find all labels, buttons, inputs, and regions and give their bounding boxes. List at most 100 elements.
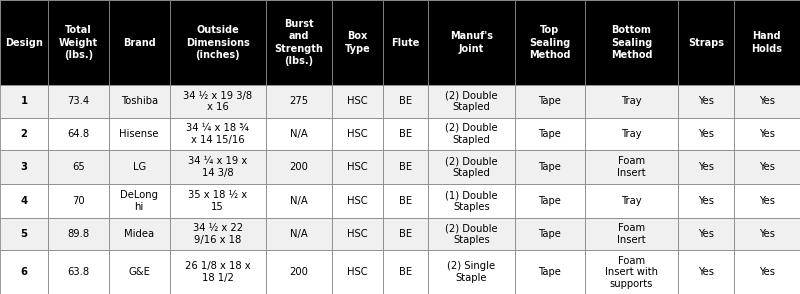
Bar [515, 250, 585, 294]
Bar [170, 218, 266, 250]
Text: Brand: Brand [123, 38, 155, 48]
Bar [678, 150, 734, 184]
Text: Toshiba: Toshiba [121, 96, 158, 106]
Text: Burst
and
Strength
(lbs.): Burst and Strength (lbs.) [274, 19, 323, 66]
Bar [48, 250, 109, 294]
Bar [585, 250, 678, 294]
Bar [266, 118, 332, 150]
Text: (2) Double
Stapled: (2) Double Stapled [445, 91, 498, 112]
Text: Yes: Yes [698, 196, 714, 206]
Text: HSC: HSC [347, 196, 368, 206]
Bar [332, 85, 383, 118]
Bar [0, 250, 48, 294]
Bar [678, 218, 734, 250]
Text: N/A: N/A [290, 229, 307, 239]
Text: Yes: Yes [698, 267, 714, 277]
Text: HSC: HSC [347, 162, 368, 172]
Text: 63.8: 63.8 [67, 267, 90, 277]
Bar [585, 150, 678, 184]
Bar [266, 85, 332, 118]
Bar [678, 118, 734, 150]
Bar [428, 218, 515, 250]
Text: Tray: Tray [621, 96, 642, 106]
Text: HSC: HSC [347, 129, 368, 139]
Text: 275: 275 [289, 96, 308, 106]
Text: Yes: Yes [698, 129, 714, 139]
Bar [428, 184, 515, 218]
Text: 3: 3 [21, 162, 27, 172]
Text: HSC: HSC [347, 267, 368, 277]
Bar [734, 184, 800, 218]
Text: 35 x 18 ½ x
15: 35 x 18 ½ x 15 [188, 190, 247, 212]
Bar [428, 250, 515, 294]
Text: Tape: Tape [538, 229, 562, 239]
Bar [170, 85, 266, 118]
Bar [0, 184, 48, 218]
Text: Yes: Yes [759, 129, 775, 139]
Text: Tape: Tape [538, 129, 562, 139]
Text: Yes: Yes [698, 229, 714, 239]
Text: LG: LG [133, 162, 146, 172]
Bar [585, 118, 678, 150]
Bar [734, 85, 800, 118]
Bar [109, 150, 170, 184]
Bar [678, 184, 734, 218]
Bar [515, 85, 585, 118]
Text: 73.4: 73.4 [67, 96, 90, 106]
Bar [383, 0, 428, 85]
Bar [109, 118, 170, 150]
Bar [109, 250, 170, 294]
Text: 5: 5 [21, 229, 27, 239]
Text: Tape: Tape [538, 267, 562, 277]
Bar [109, 184, 170, 218]
Bar [48, 150, 109, 184]
Text: 4: 4 [21, 196, 27, 206]
Text: Foam
Insert with
supports: Foam Insert with supports [605, 255, 658, 289]
Bar [332, 218, 383, 250]
Text: (1) Double
Staples: (1) Double Staples [445, 190, 498, 212]
Bar [383, 184, 428, 218]
Bar [48, 0, 109, 85]
Text: 89.8: 89.8 [67, 229, 90, 239]
Text: Hand
Holds: Hand Holds [751, 31, 782, 54]
Text: BE: BE [398, 96, 412, 106]
Text: Manuf's
Joint: Manuf's Joint [450, 31, 493, 54]
Bar [585, 184, 678, 218]
Text: BE: BE [398, 129, 412, 139]
Bar [48, 118, 109, 150]
Text: 34 ¼ x 18 ¾
x 14 15/16: 34 ¼ x 18 ¾ x 14 15/16 [186, 123, 249, 145]
Text: Tape: Tape [538, 196, 562, 206]
Bar [0, 0, 48, 85]
Bar [0, 85, 48, 118]
Bar [332, 184, 383, 218]
Text: Yes: Yes [759, 96, 775, 106]
Bar [332, 118, 383, 150]
Text: Box
Type: Box Type [345, 31, 370, 54]
Text: Hisense: Hisense [119, 129, 159, 139]
Text: HSC: HSC [347, 96, 368, 106]
Bar [332, 250, 383, 294]
Text: 200: 200 [290, 267, 308, 277]
Text: Tape: Tape [538, 96, 562, 106]
Bar [332, 150, 383, 184]
Text: N/A: N/A [290, 129, 307, 139]
Bar [48, 184, 109, 218]
Bar [0, 118, 48, 150]
Bar [109, 218, 170, 250]
Text: Flute: Flute [391, 38, 419, 48]
Bar [678, 85, 734, 118]
Text: BE: BE [398, 267, 412, 277]
Text: (2) Double
Stapled: (2) Double Stapled [445, 123, 498, 145]
Text: BE: BE [398, 162, 412, 172]
Bar [383, 150, 428, 184]
Text: 64.8: 64.8 [67, 129, 90, 139]
Bar [48, 218, 109, 250]
Bar [515, 184, 585, 218]
Bar [428, 150, 515, 184]
Text: BE: BE [398, 196, 412, 206]
Text: N/A: N/A [290, 196, 307, 206]
Text: 34 ½ x 19 3/8
x 16: 34 ½ x 19 3/8 x 16 [183, 91, 252, 112]
Bar [109, 85, 170, 118]
Bar [734, 150, 800, 184]
Bar [109, 0, 170, 85]
